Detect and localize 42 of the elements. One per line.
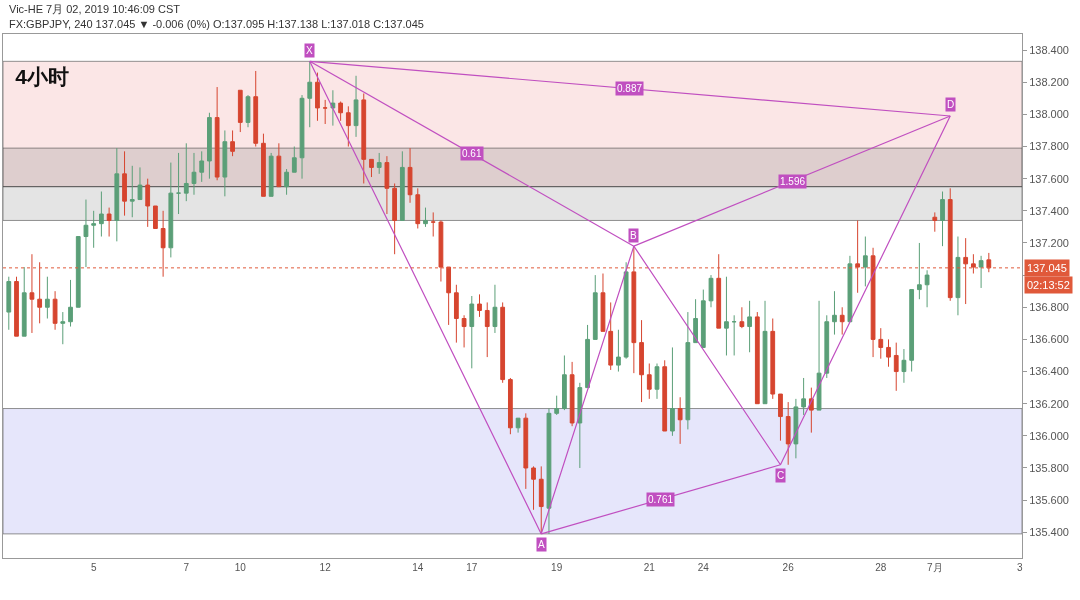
annotation: 0.761	[648, 494, 674, 505]
data-label: C	[777, 470, 785, 481]
annotation: 0.61	[462, 148, 482, 159]
data-label: X	[306, 45, 313, 56]
y-tick-label: 138.400	[1029, 43, 1069, 56]
y-tick-label: 136.800	[1029, 301, 1069, 314]
chart-subtitle: Vic-HE 7月 02, 2019 10:46:09 CST	[9, 3, 181, 15]
y-tick-label: 138.200	[1029, 76, 1069, 89]
x-tick-label: 26	[782, 562, 795, 573]
y-tick-label: 135.400	[1029, 526, 1069, 539]
x-tick-label: 10	[234, 562, 247, 573]
x-tick-label: 3	[1016, 562, 1023, 573]
x-tick-label: 12	[319, 562, 332, 573]
y-tick-label: 137.800	[1029, 140, 1069, 153]
y-tick-label: 135.800	[1029, 461, 1069, 474]
text: 4小时	[15, 64, 69, 88]
x-tick-label: 21	[643, 562, 656, 573]
x-tick-label: 7	[183, 562, 190, 573]
data-label: D	[947, 99, 955, 110]
data-label: A	[538, 539, 545, 550]
ref-line-label: 137.045	[1027, 262, 1067, 274]
y-tick-label: 136.600	[1029, 333, 1069, 346]
x-tick-label: 17	[466, 562, 478, 573]
y-tick-label: 135.600	[1029, 493, 1069, 506]
y-tick-label: 136.000	[1029, 429, 1069, 442]
x-tick-label: 14	[412, 562, 424, 573]
x-tick-label: 24	[697, 562, 710, 573]
x-tick-label: 19	[551, 562, 563, 573]
data-label: B	[630, 230, 637, 241]
text: 02:13:52	[1027, 279, 1070, 291]
y-tick-label: 137.400	[1029, 204, 1069, 217]
y-tick-label: 137.600	[1029, 172, 1069, 185]
annotation: 0.887	[617, 83, 643, 94]
y-tick-label: 136.400	[1029, 365, 1069, 378]
annotation: 1.596	[780, 176, 806, 187]
y-tick-label: 136.200	[1029, 397, 1069, 410]
x-tick-label: 5	[90, 562, 97, 573]
text: FX:GBPJPY, 240 137.045 ▼ -0.006 (0%) O:137.095 H:137.138 L:137.018 C:137.045	[9, 18, 424, 30]
y-tick-label: 137.200	[1029, 236, 1069, 249]
x-tick-label: 28	[875, 562, 887, 573]
y-tick-label: 138.000	[1029, 108, 1069, 121]
x-tick-label: 7月	[927, 562, 943, 573]
